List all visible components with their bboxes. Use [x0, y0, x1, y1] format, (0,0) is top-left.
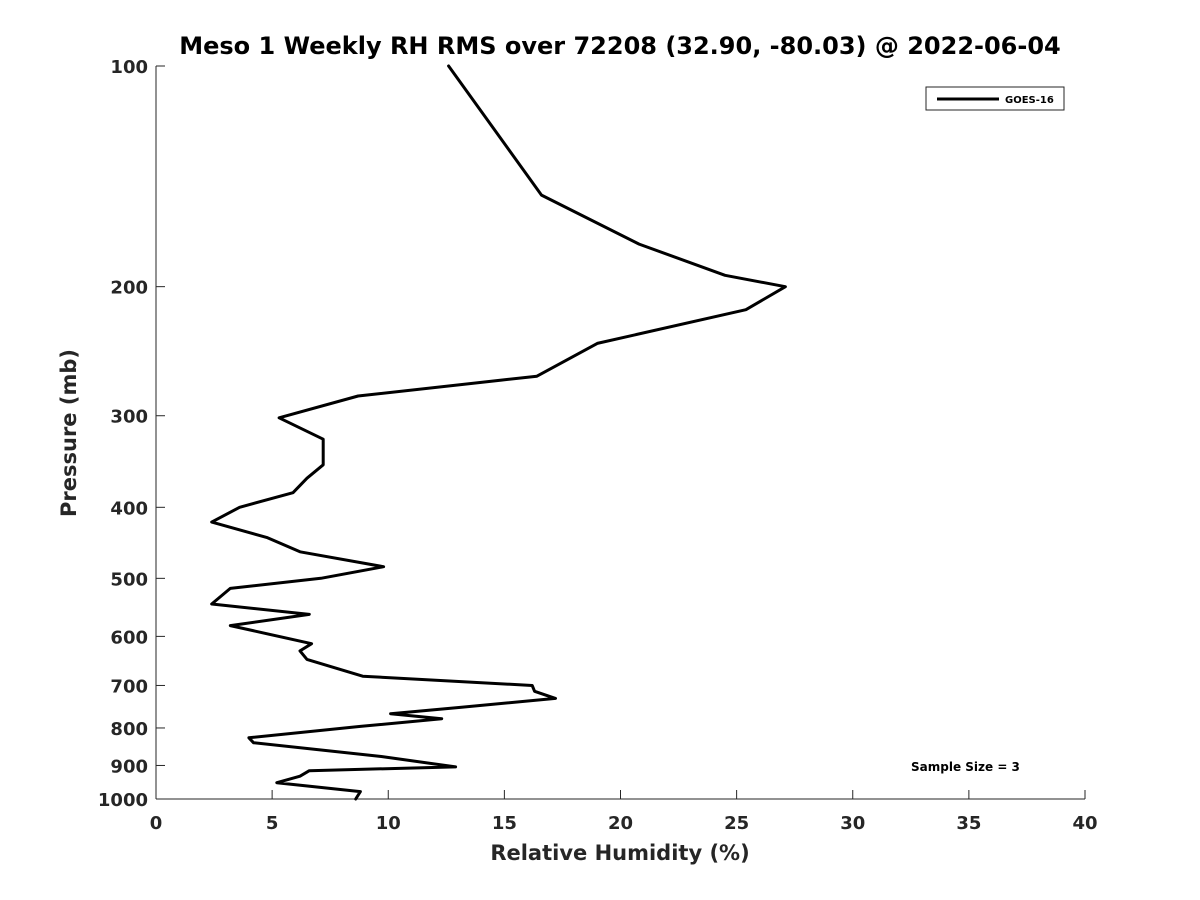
y-tick-label-300: 300: [110, 407, 148, 428]
legend[interactable]: GOES-16: [925, 86, 1065, 111]
x-tick-label-35: 35: [956, 813, 981, 834]
y-tick-label-700: 700: [110, 676, 148, 697]
y-tick-label-800: 800: [110, 719, 148, 740]
chart-title: Meso 1 Weekly RH RMS over 72208 (32.90, …: [179, 32, 1061, 60]
y-tick-label-200: 200: [110, 278, 148, 299]
sample-size-annotation: Sample Size = 3: [911, 760, 1020, 774]
y-axis-label: Pressure (mb): [57, 349, 81, 517]
plot-background: [156, 66, 1085, 799]
y-tick-label-400: 400: [110, 498, 148, 519]
x-tick-label-40: 40: [1072, 813, 1097, 834]
y-ticks: 100 200 300 400 500 600 700 800 900 1000: [98, 57, 165, 811]
series-line-goes-16: [210, 64, 787, 801]
x-axis-label: Relative Humidity (%): [490, 841, 749, 865]
x-tick-label-0: 0: [150, 813, 163, 834]
y-tick-label-100: 100: [110, 57, 148, 78]
x-tick-label-10: 10: [376, 813, 401, 834]
series-layer: [210, 64, 787, 801]
y-tick-label-600: 600: [110, 627, 148, 648]
x-tick-label-30: 30: [840, 813, 865, 834]
y-tick-label-900: 900: [110, 756, 148, 777]
y-tick-label-500: 500: [110, 569, 148, 590]
x-tick-label-25: 25: [724, 813, 749, 834]
x-tick-label-15: 15: [492, 813, 517, 834]
x-tick-label-5: 5: [266, 813, 279, 834]
legend-entry-goes-16: GOES-16: [1005, 95, 1054, 106]
x-ticks: 0 5 10 15 20 25 30 35 40: [150, 790, 1098, 834]
y-tick-label-1000: 1000: [98, 790, 148, 811]
x-tick-label-20: 20: [608, 813, 633, 834]
plot-area: 0 5 10 15 20 25 30 35 40 100 200 300 400 500 600 700 80…: [98, 57, 1098, 834]
